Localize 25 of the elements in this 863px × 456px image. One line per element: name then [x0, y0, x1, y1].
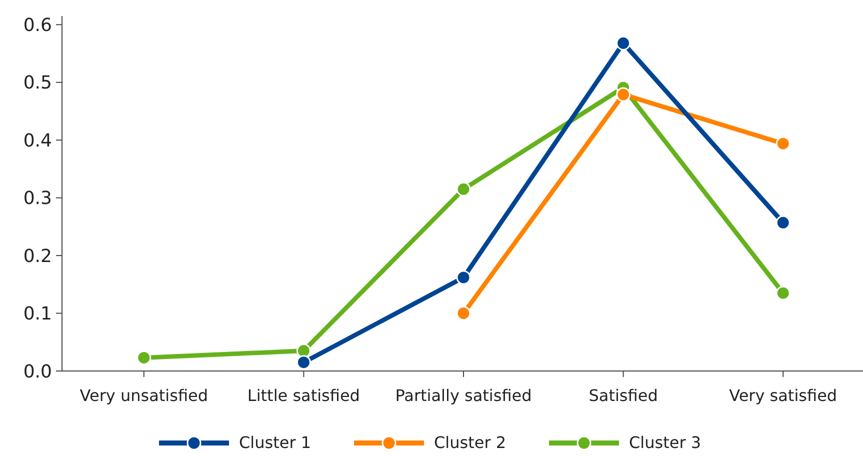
x-tick-label: Very unsatisfied — [80, 386, 208, 405]
x-tick-label: Very satisfied — [729, 386, 838, 405]
point — [776, 215, 790, 230]
x-tick-label: Partially satisfied — [395, 386, 532, 405]
point — [616, 36, 631, 50]
point — [296, 355, 311, 370]
legend-label: Cluster 3 — [629, 433, 702, 452]
point — [456, 306, 471, 321]
x-tick-label: Satisfied — [588, 386, 658, 405]
y-tick-label: 0.0 — [23, 361, 52, 382]
y-tick-label: 0.6 — [23, 14, 52, 36]
y-tick-label: 0.1 — [23, 304, 52, 325]
y-tick-label: 0.2 — [23, 246, 52, 267]
y-tick-label: 0.5 — [23, 72, 52, 94]
x-tick-label: Little satisfied — [247, 386, 360, 405]
point — [616, 87, 631, 102]
point — [776, 286, 790, 300]
y-tick-label: 0.3 — [23, 188, 52, 210]
legend-label: Cluster 1 — [239, 433, 312, 452]
point — [456, 270, 471, 285]
point — [776, 136, 790, 151]
legend-label: Cluster 2 — [434, 433, 506, 452]
point — [136, 350, 152, 365]
y-tick-label: 0.4 — [23, 130, 52, 152]
point — [456, 182, 471, 196]
